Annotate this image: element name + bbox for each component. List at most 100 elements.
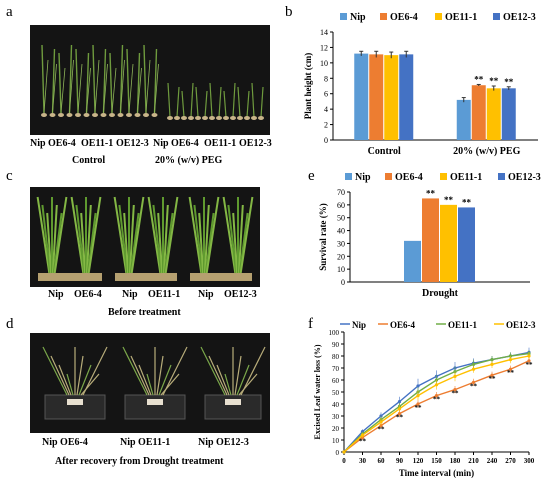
seedling-root xyxy=(244,116,250,120)
plant-leaf xyxy=(53,196,68,274)
plant-label: OE6-4 xyxy=(74,289,102,300)
plant-leaf xyxy=(36,196,51,274)
y-tick-label: 90 xyxy=(332,341,340,349)
y-tick-label: 80 xyxy=(332,353,340,361)
x-tick-label: 120 xyxy=(413,457,424,465)
pot-label xyxy=(67,399,83,405)
x-tick-label: Control xyxy=(368,146,401,157)
legend-swatch xyxy=(340,13,347,20)
significance-label: ** xyxy=(452,390,460,398)
seedling-root xyxy=(109,113,115,117)
seedling-leaf xyxy=(176,86,180,118)
data-point xyxy=(342,450,346,454)
seedling-leaf xyxy=(190,82,194,118)
y-tick-label: 30 xyxy=(337,239,345,248)
plant-leaf xyxy=(75,204,86,274)
y-tick-label: 60 xyxy=(337,201,345,210)
seedling-leaf xyxy=(109,52,113,114)
y-tick-label: 2 xyxy=(324,121,328,130)
seedling-leaf xyxy=(204,90,208,118)
plant-leaf xyxy=(200,346,226,396)
x-tick-label: 270 xyxy=(505,457,516,465)
seedling-root xyxy=(209,116,215,120)
data-point xyxy=(434,394,439,398)
plant-leaf xyxy=(146,373,154,396)
seedling-root xyxy=(75,113,81,117)
significance-label: ** xyxy=(470,382,478,390)
y-tick-label: 14 xyxy=(320,28,328,37)
bar xyxy=(456,99,471,140)
y-tick-label: 70 xyxy=(332,365,340,373)
seedling-leaf xyxy=(75,48,79,114)
y-tick-label: 4 xyxy=(324,105,328,114)
significance-label: ** xyxy=(378,426,386,434)
seedling-root xyxy=(49,113,56,117)
panel-c-caption: Before treatment xyxy=(108,307,181,318)
seedling-leaf xyxy=(136,52,141,114)
bar xyxy=(422,198,439,282)
x-tick-label: 180 xyxy=(450,457,461,465)
legend-label: Nip xyxy=(355,172,371,183)
seedling-root xyxy=(251,116,257,120)
significance-label: ** xyxy=(526,361,534,369)
x-tick-label: 300 xyxy=(524,457,535,465)
seedling-leaf xyxy=(237,86,241,118)
plant-label: Nip OE11-1 xyxy=(120,437,171,448)
seedling-root xyxy=(202,116,208,120)
lane-label: OE12-3 xyxy=(116,138,149,149)
seedling-leaf xyxy=(51,48,56,114)
y-tick-label: 0 xyxy=(324,136,328,145)
seedling-leaf xyxy=(111,67,117,114)
significance-label: ** xyxy=(426,188,436,198)
y-tick-label: 10 xyxy=(337,265,345,274)
y-tick-label: 60 xyxy=(332,377,340,385)
seedling-root xyxy=(258,116,264,120)
significance-label: ** xyxy=(433,396,441,404)
significance-label: ** xyxy=(507,369,515,377)
significance-label: ** xyxy=(415,404,423,412)
seedling-leaf xyxy=(68,44,73,114)
seedling-root xyxy=(167,116,173,120)
data-point xyxy=(471,380,476,384)
y-tick-label: 50 xyxy=(337,214,345,223)
plant-leaf xyxy=(188,196,203,274)
panel-f-chart: Nip OE6-4 OE11-1 OE12-3 0 10 20 30 40 50 60 70 80 90 1… xyxy=(313,320,536,478)
seedling-leaf xyxy=(85,52,90,114)
condition-label-control: Control xyxy=(72,155,106,166)
panel-d-photo xyxy=(30,333,270,433)
plant-leaf xyxy=(130,355,150,396)
bar xyxy=(354,53,369,140)
plant-leaf xyxy=(70,196,85,274)
seedling-root xyxy=(195,116,201,120)
panel-c-labels: Nip OE6-4 Nip OE11-1 Nip OE12-3 xyxy=(30,289,270,303)
plant-leaf xyxy=(85,204,92,274)
bar xyxy=(404,240,421,282)
y-tick-label: 8 xyxy=(324,74,328,83)
seedling-root xyxy=(181,116,187,120)
seedling-root xyxy=(83,113,90,117)
plant-leaf xyxy=(222,196,237,274)
y-tick-label: 70 xyxy=(337,188,345,197)
data-point xyxy=(471,362,476,366)
data-point xyxy=(434,383,439,387)
plant-leaf xyxy=(160,373,180,396)
legend-label: OE12-3 xyxy=(508,172,541,183)
seedling-leaf xyxy=(103,63,108,114)
plant-leaf xyxy=(118,204,129,274)
seedling-root xyxy=(41,113,47,117)
plant-leaf xyxy=(162,204,169,274)
x-tick-label: 210 xyxy=(468,457,479,465)
plant-leaf xyxy=(156,355,164,396)
y-tick-label: 0 xyxy=(341,278,345,287)
plant-label: Nip xyxy=(122,289,138,300)
x-tick-label: 0 xyxy=(342,457,346,465)
panel-b-letter: b xyxy=(285,4,293,20)
plant-leaf xyxy=(216,364,230,396)
pot xyxy=(44,394,106,420)
seedling-root xyxy=(100,113,107,117)
data-point xyxy=(490,358,494,362)
seedling-leaf xyxy=(260,86,264,118)
plant-leaf xyxy=(123,212,130,274)
panel-a-photo xyxy=(30,25,270,135)
plant-leaf xyxy=(50,355,70,396)
